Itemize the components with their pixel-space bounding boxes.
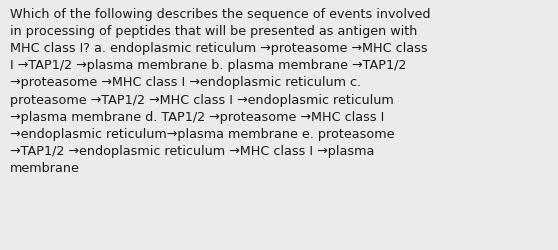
Text: Which of the following describes the sequence of events involved
in processing o: Which of the following describes the seq… (10, 8, 431, 175)
